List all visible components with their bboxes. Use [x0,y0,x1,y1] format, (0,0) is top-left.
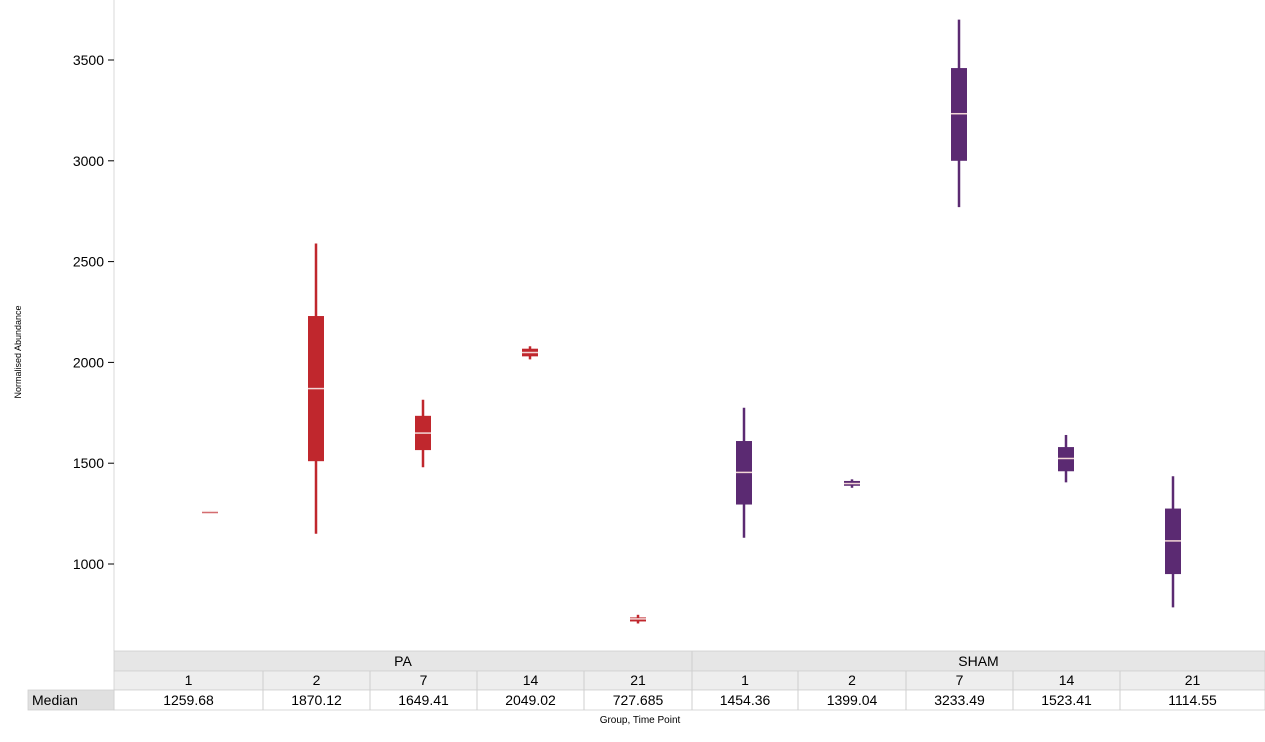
time-point-label: 2 [848,672,856,688]
box-sham-2 [844,479,860,488]
box-pa-14 [522,346,538,360]
median-value: 2049.02 [505,692,556,708]
time-point-label: 21 [1185,672,1201,688]
median-row-header [27,689,115,711]
median-row-label: Median [32,692,78,708]
median-table: PA11259.6821870.1271649.41142049.0221727… [163,653,1217,710]
median-value: 1523.41 [1041,692,1092,708]
box-sham-14 [1058,434,1074,483]
y-axis-title: Normalised Abundance [13,305,23,398]
time-point-label: 1 [185,672,193,688]
median-value: 1114.55 [1168,692,1217,708]
group-header-sham: SHAM [958,653,998,669]
median-value: 727.685 [613,692,664,708]
box-pa-21 [630,614,646,624]
time-point-label: 7 [420,672,428,688]
time-point-label: 1 [741,672,749,688]
box-series [202,19,1181,624]
box-sham-7 [951,19,967,208]
box-sham-21 [1165,476,1181,608]
median-value: 1454.36 [720,692,771,708]
time-header-row [113,670,1265,691]
y-tick-label: 2000 [73,354,104,370]
median-value: 3233.49 [934,692,985,708]
box-pa-2 [308,243,324,534]
y-tick-label: 1000 [73,556,104,572]
time-point-label: 21 [630,672,646,688]
x-axis-title: Group, Time Point [600,715,681,726]
group-header-row [113,650,1265,672]
box-sham-1 [736,407,752,538]
median-value: 1649.41 [398,692,449,708]
group-header-pa: PA [394,653,412,669]
median-value: 1870.12 [291,692,342,708]
box-pa-1 [202,510,218,514]
time-point-label: 7 [956,672,964,688]
median-value: 1259.68 [163,692,214,708]
box-pa-7 [415,399,431,468]
y-tick-label: 3000 [73,153,104,169]
y-tick-label: 1500 [73,455,104,471]
y-tick-label: 2500 [73,254,104,270]
y-tick-label: 3500 [73,52,104,68]
median-value-row [113,689,1265,711]
y-axis-ticks: 1000 1500 2000 2500 3000 3500 [73,52,114,572]
median-value: 1399.04 [827,692,878,708]
time-point-label: 14 [523,672,539,688]
time-point-label: 2 [313,672,321,688]
time-point-label: 14 [1059,672,1075,688]
